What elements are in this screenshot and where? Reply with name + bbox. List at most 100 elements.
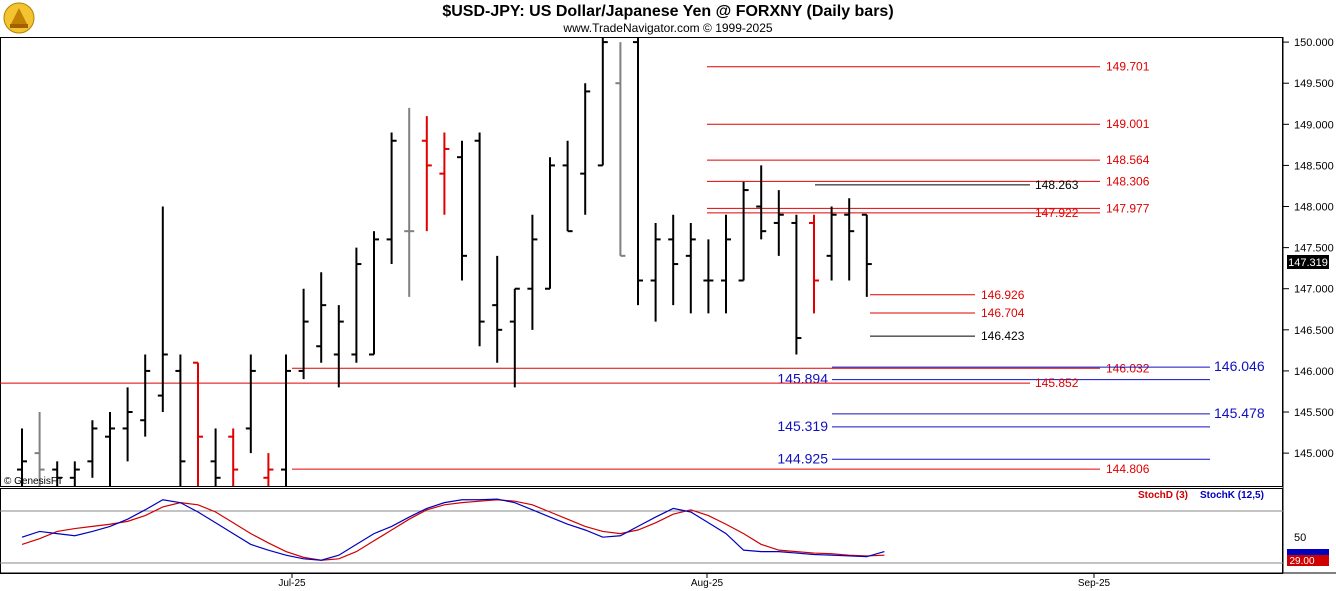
ohlc-bar-40 [721,214,731,314]
stoch-k-badge [1287,549,1329,555]
ohlc-bar-26 [474,132,485,347]
ohlc-bar-24 [439,132,450,215]
ohlc-bar-41 [738,181,749,282]
y-axis: 150.000 149.500 149.000 148.500 148.000 147.5… [1283,37,1334,460]
ohlc-bar-13 [245,354,256,454]
level-label-0: 149.701 [1106,60,1150,74]
ohlc-bar-44 [791,214,802,355]
level-label-1: 149.001 [1106,117,1150,131]
y-tick-label-1: 149.500 [1294,78,1334,90]
ohlc-bar-15 [281,354,291,486]
ohlc-bar-1 [34,412,45,486]
ohlc-bar-0 [17,428,27,486]
ohlc-bar-29 [527,214,538,330]
last-price-badge [1287,255,1329,269]
ohlc-bar-18 [333,305,344,388]
y-tick-label-2: 149.000 [1294,119,1334,131]
x-axis: Jul-25 Aug-25 Sep-25 [278,573,1111,589]
level-label-8: 146.704 [981,306,1025,320]
support-resistance-levels: 149.701 149.001 148.564 148.306 148.263 147.9… [0,60,1265,476]
last-price-label: 147.319 [1288,257,1328,269]
price-panel-frame [0,37,1283,487]
ohlc-bar-3 [69,461,80,486]
trade-navigator-logo-icon [3,2,35,39]
ohlc-bar-45 [809,214,819,314]
level-label-5: 147.977 [1106,201,1150,215]
chart-title: $USD-JPY: US Dollar/Japanese Yen @ FORXN… [442,3,894,20]
ohlc-bar-19 [351,247,362,363]
level-label-3: 148.306 [1106,174,1150,188]
x-tick-label-2: Sep-25 [1078,578,1111,589]
ohlc-bar-6 [122,387,133,462]
stochastic-panel-frame [0,488,1283,574]
y-tick-label-0: 150.000 [1294,37,1334,49]
y-tick-label-10: 145.000 [1294,448,1334,460]
ohlc-bar-39 [703,239,714,314]
y-tick-label-9: 145.500 [1294,407,1334,419]
ohlc-bars [17,38,872,486]
x-tick-label-0: Jul-25 [278,578,306,589]
level-label-6: 147.922 [1035,206,1079,220]
level-label-7: 146.926 [981,288,1025,302]
ohlc-bar-38 [685,222,696,314]
stoch-series-1 [21,498,885,561]
chart-header: $USD-JPY: US Dollar/Japanese Yen @ FORXN… [0,0,1336,38]
ohlc-bar-37 [668,214,679,306]
ohlc-bar-36 [650,222,661,322]
ohlc-bar-17 [316,272,327,363]
ohlc-bar-28 [509,287,520,388]
ohlc-bar-25 [457,140,467,281]
ohlc-bar-7 [140,354,151,437]
ohlc-bar-30 [545,157,555,290]
ohlc-bar-10 [193,361,203,486]
copyright-label: © GenesisFT [4,476,63,487]
ohlc-bar-8 [157,206,168,413]
y-tick-label-8: 146.000 [1294,366,1334,378]
y-tick-label-4: 148.000 [1294,202,1334,214]
chart-subtitle: www.TradeNavigator.com © 1999-2025 [563,21,773,35]
ohlc-bar-27 [492,255,503,363]
ohlc-bar-32 [580,83,591,215]
y-tick-label-5: 147.500 [1294,243,1334,255]
ohlc-bar-47 [844,198,855,281]
ohlc-bar-4 [87,420,98,478]
level-label-4: 148.263 [1035,178,1079,192]
ohlc-bar-48 [861,213,872,297]
ohlc-bar-14 [263,453,274,486]
ohlc-bar-46 [826,206,837,281]
level-label-17: 144.806 [1106,462,1150,476]
ohlc-bar-34 [615,42,626,257]
level-label-12: 145.894 [777,371,828,387]
ohlc-bar-33 [597,38,608,167]
level-label-15: 145.319 [777,418,828,434]
level-label-14: 145.478 [1214,405,1265,421]
ohlc-bar-35 [633,38,643,306]
ohlc-bar-23 [421,116,432,232]
ohlc-bar-2 [52,461,63,486]
ohlc-bar-11 [210,428,221,486]
level-label-11: 146.046 [1214,358,1265,374]
ohlc-bar-31 [562,140,573,233]
ohlc-bar-21 [386,132,397,265]
ohlc-bar-22 [404,107,415,297]
x-tick-label-1: Aug-25 [691,578,724,589]
stoch-d-badge [1287,555,1329,566]
ohlc-bar-20 [369,231,379,356]
y-tick-label-3: 148.500 [1294,160,1334,172]
y-tick-label-7: 146.500 [1294,325,1334,337]
level-label-13: 145.852 [1035,376,1079,390]
stoch-d-legend: StochD (3) [1138,490,1188,501]
level-label-9: 146.423 [981,329,1025,343]
ohlc-bar-16 [298,288,309,380]
level-label-10: 146.032 [1106,361,1150,375]
stoch-last-value: 29.00 [1289,556,1314,567]
stoch-series-0 [21,499,885,561]
stochastic-lines [21,498,885,561]
y-tick-label-6: 147.000 [1294,284,1334,296]
level-label-2: 148.564 [1106,153,1150,167]
stoch-tick-50: 50 [1294,532,1306,544]
stoch-k-legend: StochK (12,5) [1200,490,1264,501]
ohlc-bar-9 [175,354,186,486]
ohlc-bar-42 [756,165,767,240]
